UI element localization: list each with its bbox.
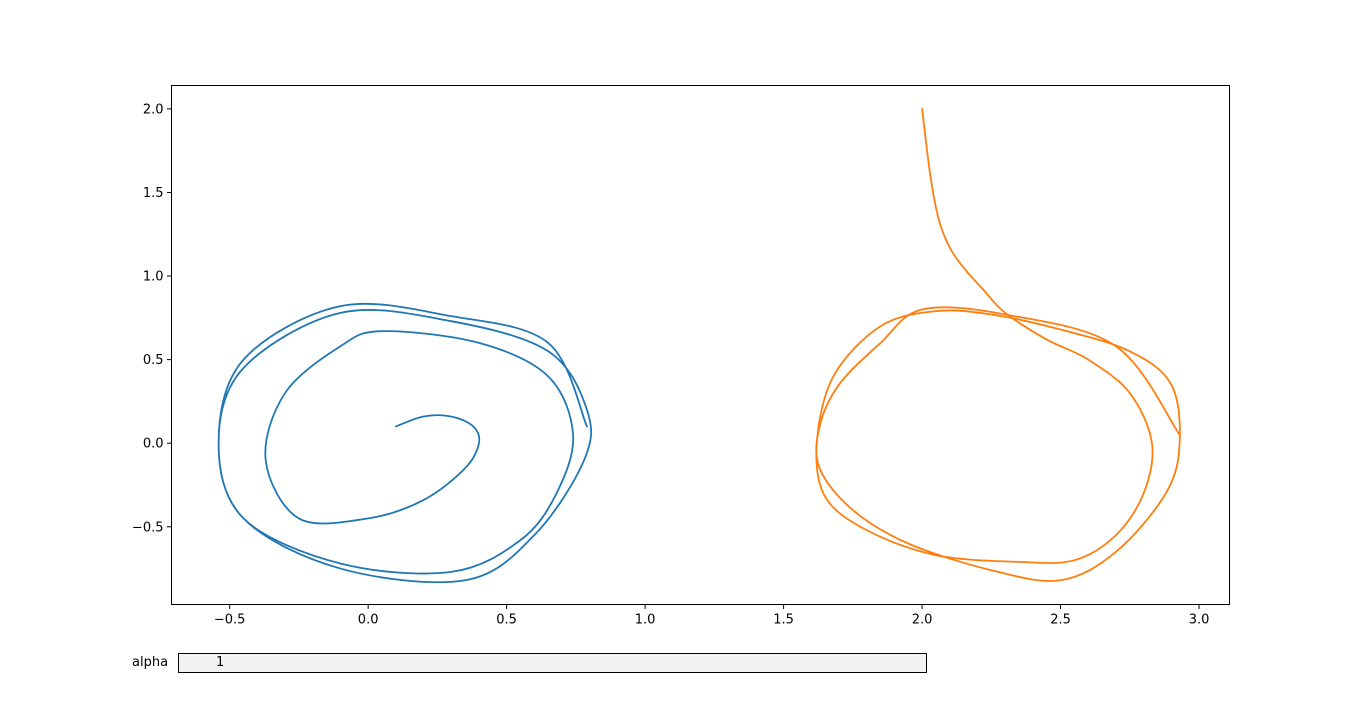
x-tick-label: 2.5	[1050, 613, 1071, 628]
y-tick-label: 1.5	[143, 186, 164, 201]
y-tick-label: 0.5	[143, 353, 164, 368]
alpha-input[interactable]: 1	[178, 653, 927, 673]
x-tick-label: 0.0	[358, 613, 379, 628]
series-line-2	[815, 108, 1181, 582]
chart-canvas: −0.5 0.0 0.5 1.0 1.5 2.0 2.5 3.0 −0.5 0.0 0.5 1.0 1…	[132, 85, 1230, 628]
alpha-textbox-row: alpha 1	[0, 650, 1366, 680]
series-line-1	[217, 302, 593, 584]
y-axis-ticks: −0.5 0.0 0.5 1.0 1.5 2.0	[132, 102, 172, 535]
y-tick-label: 2.0	[143, 102, 164, 117]
x-axis-ticks: −0.5 0.0 0.5 1.0 1.5 2.0 2.5 3.0	[214, 604, 1210, 628]
x-tick-label: 1.0	[635, 613, 656, 628]
x-tick-label: 3.0	[1189, 613, 1210, 628]
alpha-label: alpha	[132, 655, 169, 670]
x-tick-label: 0.5	[496, 613, 517, 628]
axes-frame	[171, 85, 1230, 605]
x-tick-label: 1.5	[773, 613, 794, 628]
y-tick-label: 0.0	[143, 437, 164, 452]
y-tick-label: −0.5	[132, 520, 164, 535]
y-tick-label: 1.0	[143, 270, 164, 285]
x-tick-label: 2.0	[912, 613, 933, 628]
series-layer	[217, 108, 1181, 584]
x-tick-label: −0.5	[214, 613, 246, 628]
